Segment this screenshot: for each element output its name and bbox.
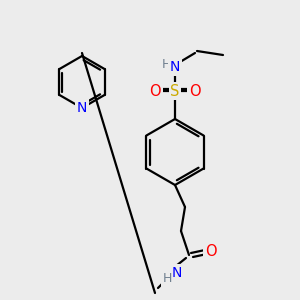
Text: O: O	[149, 83, 161, 98]
Text: N: N	[172, 266, 182, 280]
Text: H: H	[162, 272, 172, 286]
Text: N: N	[170, 60, 180, 74]
Text: N: N	[77, 101, 87, 115]
Text: O: O	[205, 244, 217, 260]
Text: O: O	[189, 83, 201, 98]
Text: H: H	[161, 58, 171, 71]
Text: S: S	[170, 83, 180, 98]
